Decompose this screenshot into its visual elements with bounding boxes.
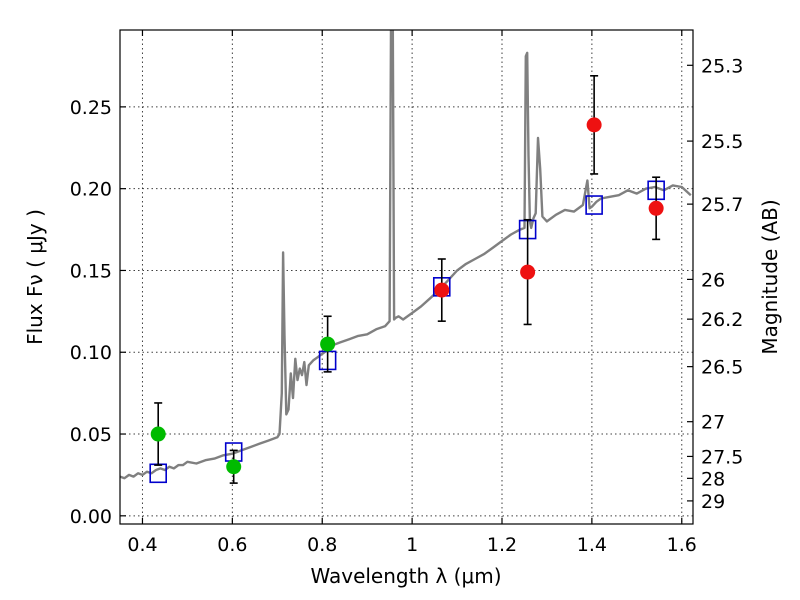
- red-data-point: [520, 264, 536, 280]
- y-tick-label: 0.20: [70, 179, 112, 201]
- y-tick-label: 0.05: [70, 424, 112, 446]
- y-tick-label: 0.10: [70, 342, 112, 364]
- y-axis-label: Flux Fν ( μJy ): [23, 209, 47, 345]
- mag-tick-label: 25.3: [701, 55, 743, 77]
- mag-tick-label: 28: [701, 468, 725, 490]
- plot-area: [120, 30, 692, 484]
- red-data-point: [586, 117, 602, 133]
- model-box: [585, 195, 603, 215]
- y-tick-label: 0.25: [70, 97, 112, 119]
- x-tick-label: 0.8: [307, 534, 337, 556]
- x-tick-label: 1.4: [577, 534, 607, 556]
- red-data-point: [434, 282, 450, 298]
- green-data-point: [226, 459, 242, 475]
- mag-tick-label: 27: [701, 412, 725, 434]
- plot-frame: [119, 29, 694, 525]
- mag-tick-label: 27.5: [701, 446, 743, 468]
- x-tick-label: 0.4: [127, 534, 157, 556]
- x-axis-label: Wavelength λ (μm): [310, 564, 501, 588]
- mag-tick-label: 25.5: [701, 131, 743, 153]
- red-data-point: [648, 200, 664, 216]
- x-tick-label: 1.2: [487, 534, 517, 556]
- x-tick-label: 0.6: [217, 534, 247, 556]
- mag-tick-label: 26.2: [701, 309, 743, 331]
- y-tick-label: 0.00: [70, 506, 112, 528]
- mag-tick-label: 26.5: [701, 357, 743, 379]
- mag-tick-label: 29: [701, 491, 725, 513]
- spectrum-line: [120, 30, 692, 480]
- mag-tick-label: 26: [701, 269, 725, 291]
- green-data-point: [150, 426, 166, 442]
- y-tick-label: 0.15: [70, 260, 112, 282]
- mag-tick-label: 25.7: [701, 194, 743, 216]
- axes: 0.4 0.6 0.8 1 1.2 1.4 1.6 0.00 0.05 0.10 0.15 0.20 0…: [70, 30, 743, 556]
- x-tick-label: 1.6: [667, 534, 697, 556]
- green-data-point: [320, 336, 336, 352]
- x-tick-label: 1: [406, 534, 418, 556]
- y2-axis-label: Magnitude (AB): [758, 199, 782, 354]
- grid-lines: [120, 30, 693, 524]
